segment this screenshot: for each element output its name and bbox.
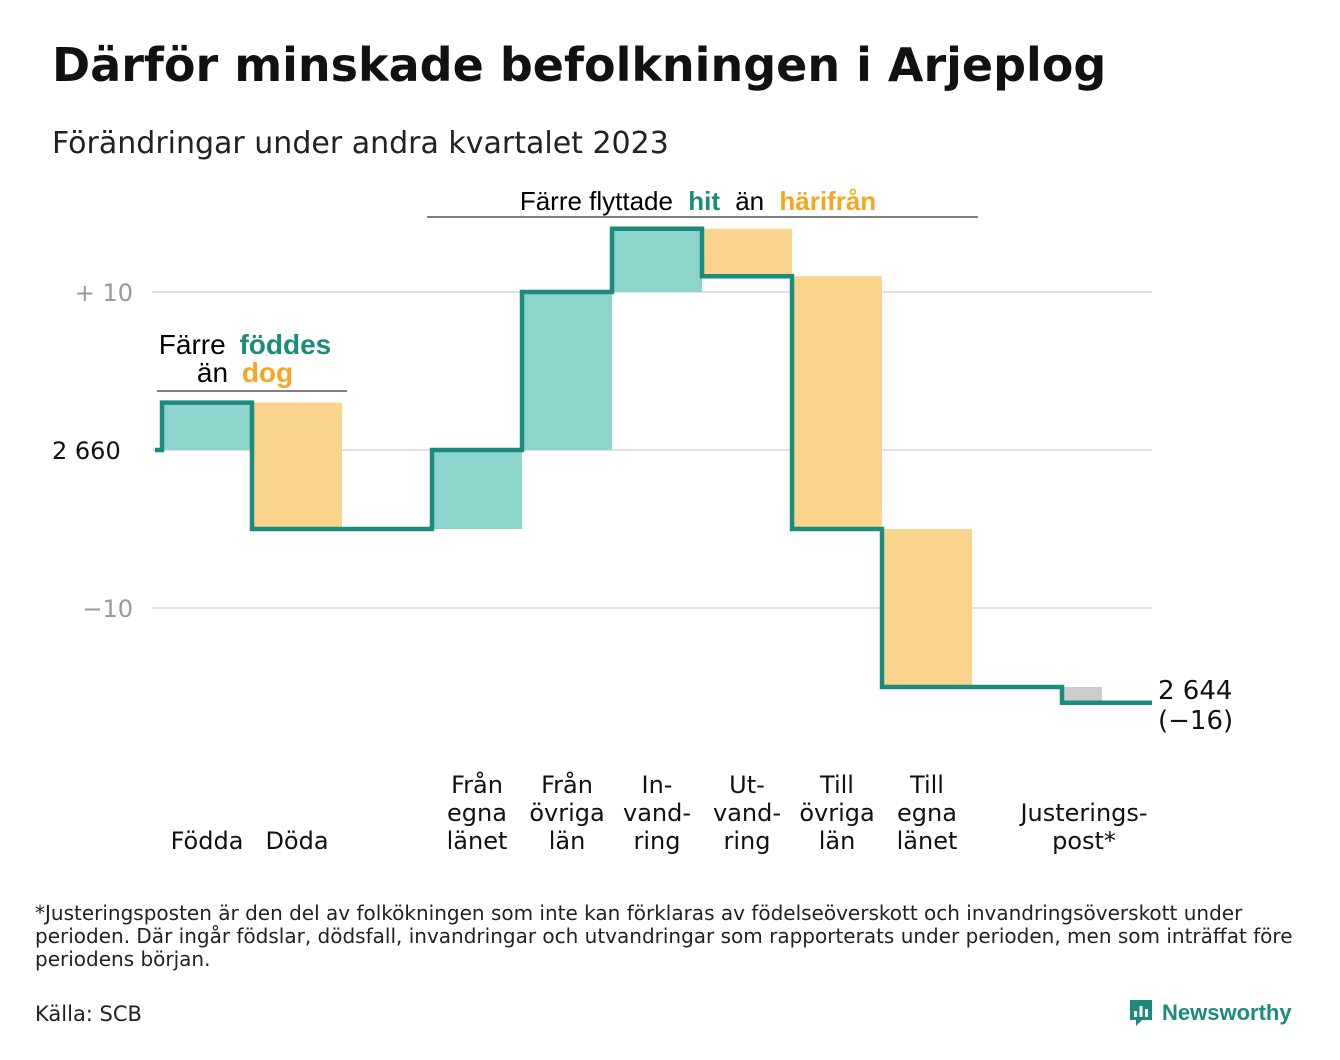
waterfall-bar <box>162 402 252 450</box>
end-value-label: 2 644 <box>1158 676 1232 706</box>
svg-text:Färre föddes: Färre föddes <box>159 329 331 360</box>
waterfall-bar <box>792 276 882 529</box>
category-label: egna <box>897 799 957 827</box>
waterfall-bar <box>432 450 522 529</box>
waterfall-bar <box>1062 687 1102 703</box>
category-label: egna <box>447 799 507 827</box>
end-change-label: (−16) <box>1158 706 1233 736</box>
newsworthy-brand: Newsworthy <box>1128 998 1292 1028</box>
chart-title: Därför minskade befolkningen i Arjeplog <box>52 38 1107 92</box>
waterfall-bar <box>882 529 972 687</box>
category-label: Till <box>909 771 944 799</box>
category-label: In- <box>642 771 673 799</box>
waterfall-chart: + 102 660−10 Födda DödaFrånegnalänetFrånö… <box>52 186 1233 855</box>
svg-text:Färre flyttade hit: Färre flyttade hit än härifrån <box>520 186 876 216</box>
migration-annotation: Färre flyttade hit än härifrån <box>427 186 978 218</box>
category-label: Döda <box>265 827 328 855</box>
newsworthy-logo-icon <box>1130 1000 1152 1026</box>
category-label: ring <box>724 827 771 855</box>
waterfall-bar <box>612 228 702 292</box>
births-annotation-text: Färre <box>159 329 226 360</box>
cumulative-step-line <box>155 226 1152 706</box>
brand-name: Newsworthy <box>1162 1000 1292 1025</box>
source-label: Källa: SCB <box>35 1002 142 1026</box>
category-label: vand- <box>623 799 691 827</box>
category-label: Till <box>819 771 854 799</box>
waterfall-bar <box>702 228 792 277</box>
category-label: post* <box>1052 827 1116 855</box>
chart-subtitle: Förändringar under andra kvartalet 2023 <box>52 126 669 161</box>
deaths-annotation-text: än <box>197 357 228 388</box>
category-label: Justerings- <box>1018 799 1147 827</box>
y-tick-label: + 10 <box>75 279 133 307</box>
category-label: Från <box>541 770 593 799</box>
category-label: övriga <box>529 799 604 827</box>
category-label: Födda <box>171 827 244 855</box>
category-label: Från <box>451 770 503 799</box>
migration-annotation-middle: än <box>735 186 764 216</box>
start-value-label: 2 660 <box>52 437 121 465</box>
births-annotation-highlight: föddes <box>239 329 331 360</box>
category-label: län <box>819 827 856 855</box>
category-label: vand- <box>713 799 781 827</box>
category-label: länet <box>447 827 508 855</box>
migration-annotation-harifran: härifrån <box>779 186 876 216</box>
y-tick-label: −10 <box>82 595 133 623</box>
category-label: ring <box>634 827 681 855</box>
migration-annotation-hit: hit <box>688 186 720 216</box>
category-label: övriga <box>799 799 874 827</box>
svg-text:än dog: än dog <box>197 357 293 388</box>
migration-annotation-text: Färre flyttade <box>520 186 673 216</box>
waterfall-bar <box>522 292 612 450</box>
deaths-annotation-highlight: dog <box>242 357 293 388</box>
births-annotation: Färre föddes än dog <box>157 329 347 392</box>
footnote: *Justeringsposten är den del av folkökni… <box>35 901 1293 971</box>
category-label: länet <box>897 827 958 855</box>
category-label: län <box>549 827 586 855</box>
category-label: Ut- <box>729 771 765 799</box>
waterfall-bar <box>252 402 342 529</box>
